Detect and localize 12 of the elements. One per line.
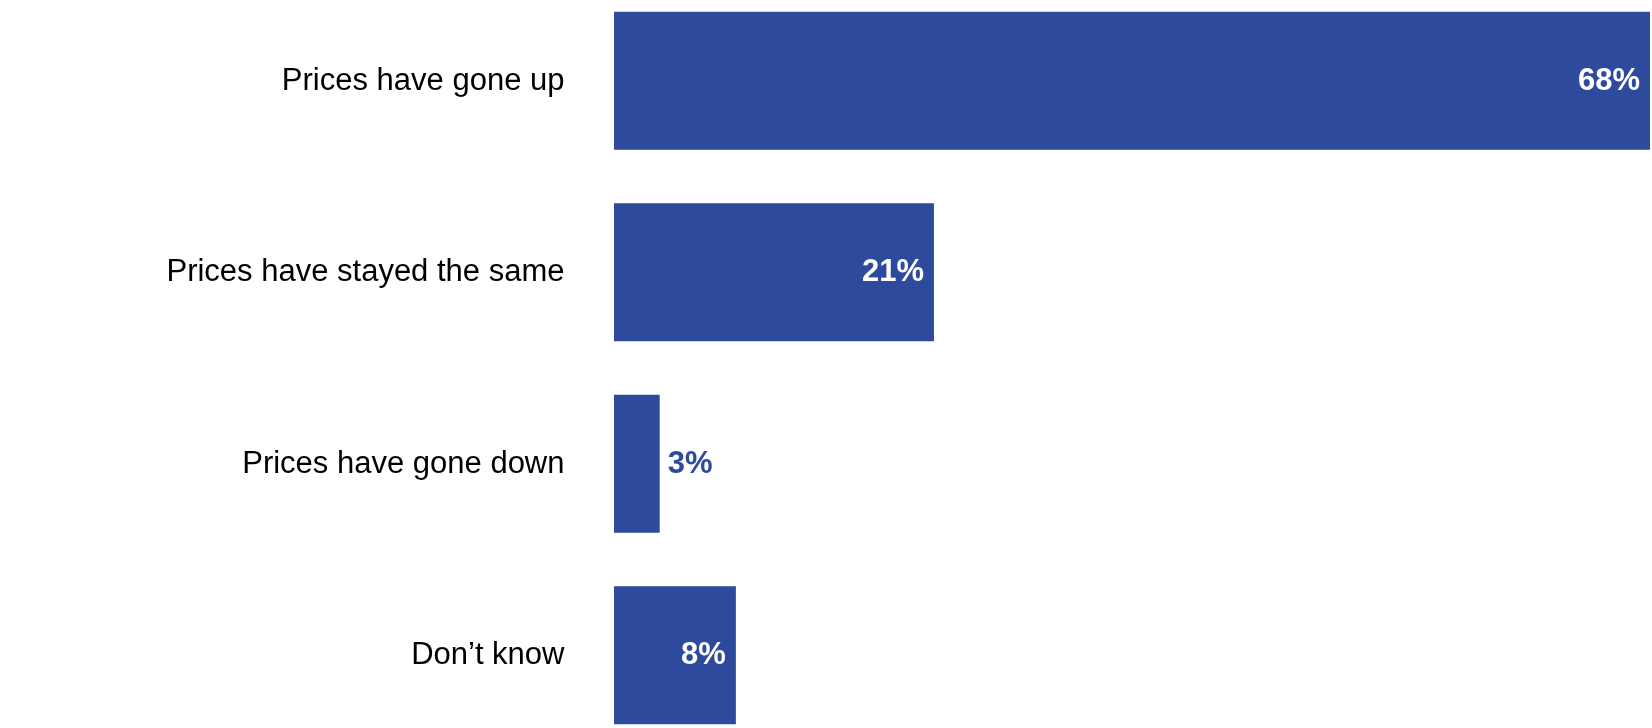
y-tick-label: Prices have gone down — [242, 444, 565, 480]
y-tick-label: Prices have stayed the same — [166, 253, 565, 289]
bar — [614, 394, 660, 533]
bar — [614, 11, 1650, 150]
data-label: 8% — [681, 636, 726, 672]
data-label: 3% — [667, 444, 713, 480]
bar — [614, 203, 934, 342]
data-label: 68% — [1577, 61, 1640, 97]
y-tick-label: Don’t know — [411, 636, 566, 672]
data-label: 21% — [861, 253, 924, 289]
y-tick-label: Prices have gone up — [281, 61, 565, 97]
bar — [614, 586, 736, 725]
